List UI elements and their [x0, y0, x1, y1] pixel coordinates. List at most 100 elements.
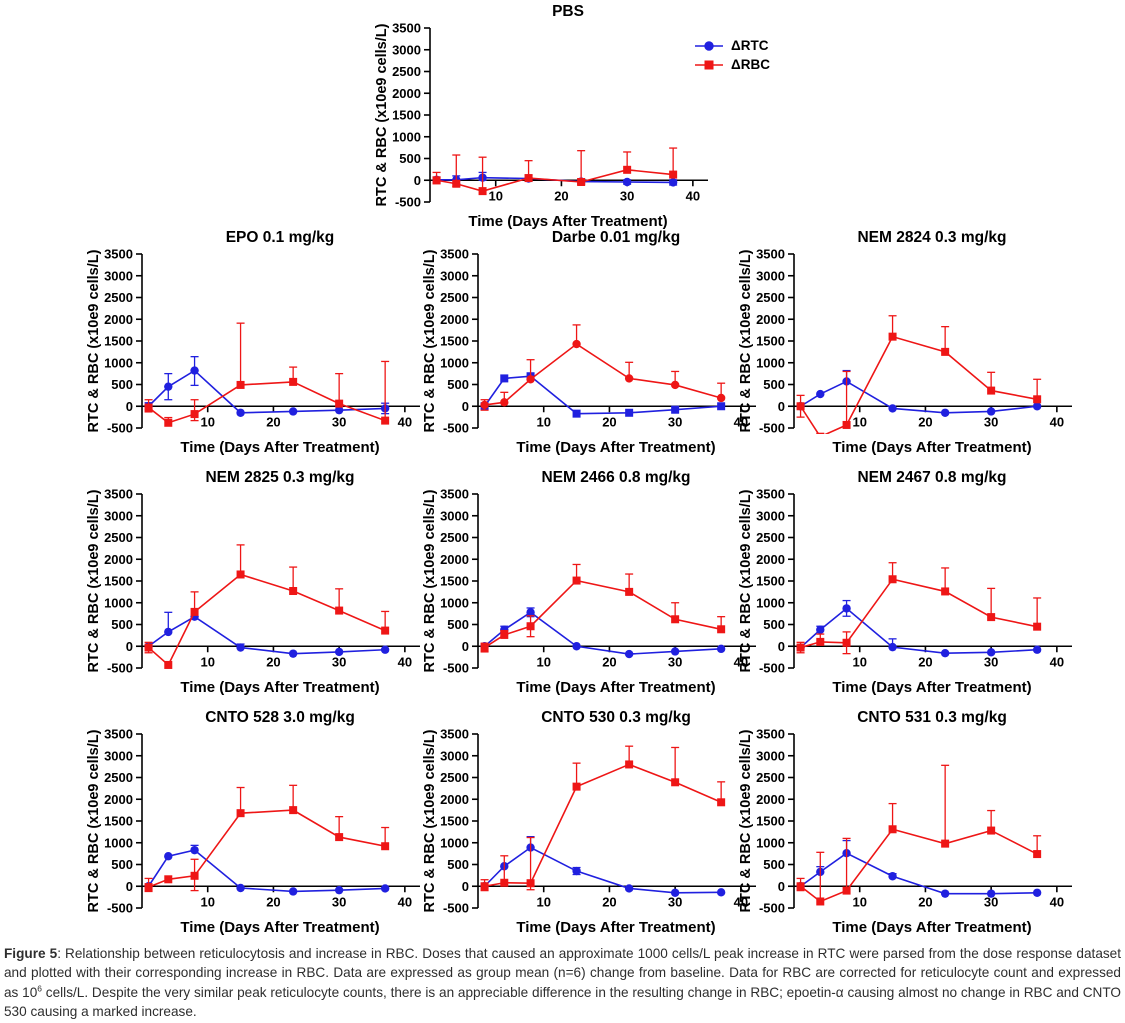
chart-axes [136, 733, 420, 909]
svg-text:0: 0 [414, 173, 421, 188]
svg-text:-500: -500 [759, 901, 785, 916]
svg-text:1500: 1500 [392, 108, 421, 123]
tick-labels: -500 0 500 1000 1500 2000 2500 3000 3500 10 20 30 40 [756, 487, 1064, 676]
x-axis-label: Time (Days After Treatment) [832, 919, 1031, 936]
svg-text:1000: 1000 [440, 355, 469, 370]
series-rtc [480, 372, 726, 418]
chart-title: PBS [552, 3, 584, 20]
svg-text:3000: 3000 [756, 268, 785, 283]
svg-text:20: 20 [602, 894, 616, 909]
svg-text:-500: -500 [443, 901, 469, 916]
chart-axes [136, 493, 420, 669]
chart-panel-cnto528: CNTO 528 3.0 mg/kg -500 0 500 1000 1500 2000 25… [86, 706, 431, 941]
svg-text:2500: 2500 [756, 530, 785, 545]
svg-text:40: 40 [1050, 654, 1064, 669]
svg-text:3500: 3500 [440, 247, 469, 262]
svg-text:30: 30 [332, 654, 346, 669]
svg-text:40: 40 [734, 894, 748, 909]
svg-text:1500: 1500 [104, 334, 133, 349]
svg-text:3000: 3000 [756, 508, 785, 523]
svg-text:2500: 2500 [756, 290, 785, 305]
svg-text:500: 500 [111, 377, 133, 392]
chart-plot: Darbe 0.01 mg/kg -500 0 500 1000 1500 2000 2500… [422, 229, 756, 456]
svg-text:1500: 1500 [756, 334, 785, 349]
series-rtc [796, 839, 1042, 898]
svg-text:20: 20 [918, 894, 932, 909]
tick-labels: -500 0 500 1000 1500 2000 2500 3000 3500 10 20 30 40 [104, 727, 412, 916]
svg-text:20: 20 [266, 414, 280, 429]
y-axis-label: RTC & RBC (x10e9 cells/L) [738, 729, 754, 912]
svg-text:0: 0 [778, 399, 785, 414]
x-axis-label: Time (Days After Treatment) [180, 679, 379, 696]
chart-panel-cnto530: CNTO 530 0.3 mg/kg -500 0 500 1000 1500 2000 25… [422, 706, 767, 941]
svg-text:1000: 1000 [392, 129, 421, 144]
x-axis-label: Time (Days After Treatment) [516, 919, 715, 936]
svg-text:1000: 1000 [104, 835, 133, 850]
svg-text:30: 30 [620, 188, 634, 203]
rtc-circle-marker-icon [695, 40, 723, 51]
svg-text:1500: 1500 [104, 574, 133, 589]
x-axis-label: Time (Days After Treatment) [832, 679, 1031, 696]
chart-axes [788, 733, 1072, 909]
svg-text:1500: 1500 [756, 814, 785, 829]
chart-title: CNTO 530 0.3 mg/kg [541, 709, 691, 726]
svg-text:500: 500 [447, 377, 469, 392]
svg-text:20: 20 [918, 414, 932, 429]
svg-text:500: 500 [447, 857, 469, 872]
svg-text:-500: -500 [759, 661, 785, 676]
svg-text:2000: 2000 [756, 552, 785, 567]
svg-text:2000: 2000 [104, 312, 133, 327]
svg-text:3500: 3500 [104, 727, 133, 742]
series-rbc [796, 764, 1042, 906]
svg-text:1000: 1000 [104, 595, 133, 610]
svg-text:2500: 2500 [440, 290, 469, 305]
svg-text:2000: 2000 [392, 86, 421, 101]
series-rbc [432, 147, 678, 196]
svg-text:2000: 2000 [756, 312, 785, 327]
svg-text:-500: -500 [395, 195, 421, 210]
series-rbc [480, 324, 726, 411]
y-axis-label: RTC & RBC (x10e9 cells/L) [738, 249, 754, 432]
svg-text:30: 30 [668, 894, 682, 909]
svg-text:500: 500 [447, 617, 469, 632]
chart-title: NEM 2825 0.3 mg/kg [205, 469, 354, 486]
svg-text:30: 30 [668, 654, 682, 669]
svg-text:1000: 1000 [756, 595, 785, 610]
svg-text:3000: 3000 [104, 748, 133, 763]
chart-title: CNTO 528 3.0 mg/kg [205, 709, 355, 726]
svg-text:3000: 3000 [104, 508, 133, 523]
tick-labels: -500 0 500 1000 1500 2000 2500 3000 3500 10 20 30 40 [104, 247, 412, 436]
tick-labels: -500 0 500 1000 1500 2000 2500 3000 3500 10 20 30 40 [440, 727, 748, 916]
svg-text:0: 0 [778, 639, 785, 654]
svg-text:3500: 3500 [756, 487, 785, 502]
svg-text:500: 500 [399, 151, 421, 166]
svg-text:2500: 2500 [104, 290, 133, 305]
x-axis-label: Time (Days After Treatment) [516, 679, 715, 696]
svg-text:3000: 3000 [104, 268, 133, 283]
svg-text:10: 10 [852, 414, 866, 429]
svg-text:-500: -500 [443, 421, 469, 436]
svg-text:20: 20 [266, 894, 280, 909]
legend-label-rtc: ΔRTC [731, 38, 769, 53]
svg-text:3000: 3000 [440, 748, 469, 763]
svg-text:30: 30 [984, 414, 998, 429]
x-axis-label: Time (Days After Treatment) [832, 439, 1031, 456]
svg-text:2000: 2000 [440, 792, 469, 807]
svg-text:3500: 3500 [104, 247, 133, 262]
svg-text:2000: 2000 [440, 312, 469, 327]
tick-labels: -500 0 500 1000 1500 2000 2500 3000 3500 10 20 30 40 [756, 727, 1064, 916]
chart-panel-nem2466: NEM 2466 0.8 mg/kg -500 0 500 1000 1500 2000 25… [422, 466, 767, 701]
svg-text:30: 30 [984, 894, 998, 909]
y-axis-label: RTC & RBC (x10e9 cells/L) [86, 249, 102, 432]
chart-plot: CNTO 528 3.0 mg/kg -500 0 500 1000 1500 2000 25… [86, 709, 420, 936]
chart-plot: EPO 0.1 mg/kg -500 0 500 1000 1500 2000 2500 300… [86, 229, 420, 456]
caption-text-1: : Relationship between reticulocytosis a… [4, 946, 1122, 1000]
svg-text:40: 40 [734, 414, 748, 429]
chart-axes [424, 27, 708, 203]
chart-panel-epo: EPO 0.1 mg/kg -500 0 500 1000 1500 2000 2500 300… [86, 226, 431, 461]
y-axis-label: RTC & RBC (x10e9 cells/L) [86, 729, 102, 912]
svg-text:20: 20 [918, 654, 932, 669]
series-rbc [144, 322, 390, 427]
chart-plot: NEM 2466 0.8 mg/kg -500 0 500 1000 1500 2000 25… [422, 469, 756, 696]
chart-panel-nem2825: NEM 2825 0.3 mg/kg -500 0 500 1000 1500 2000 25… [86, 466, 431, 701]
